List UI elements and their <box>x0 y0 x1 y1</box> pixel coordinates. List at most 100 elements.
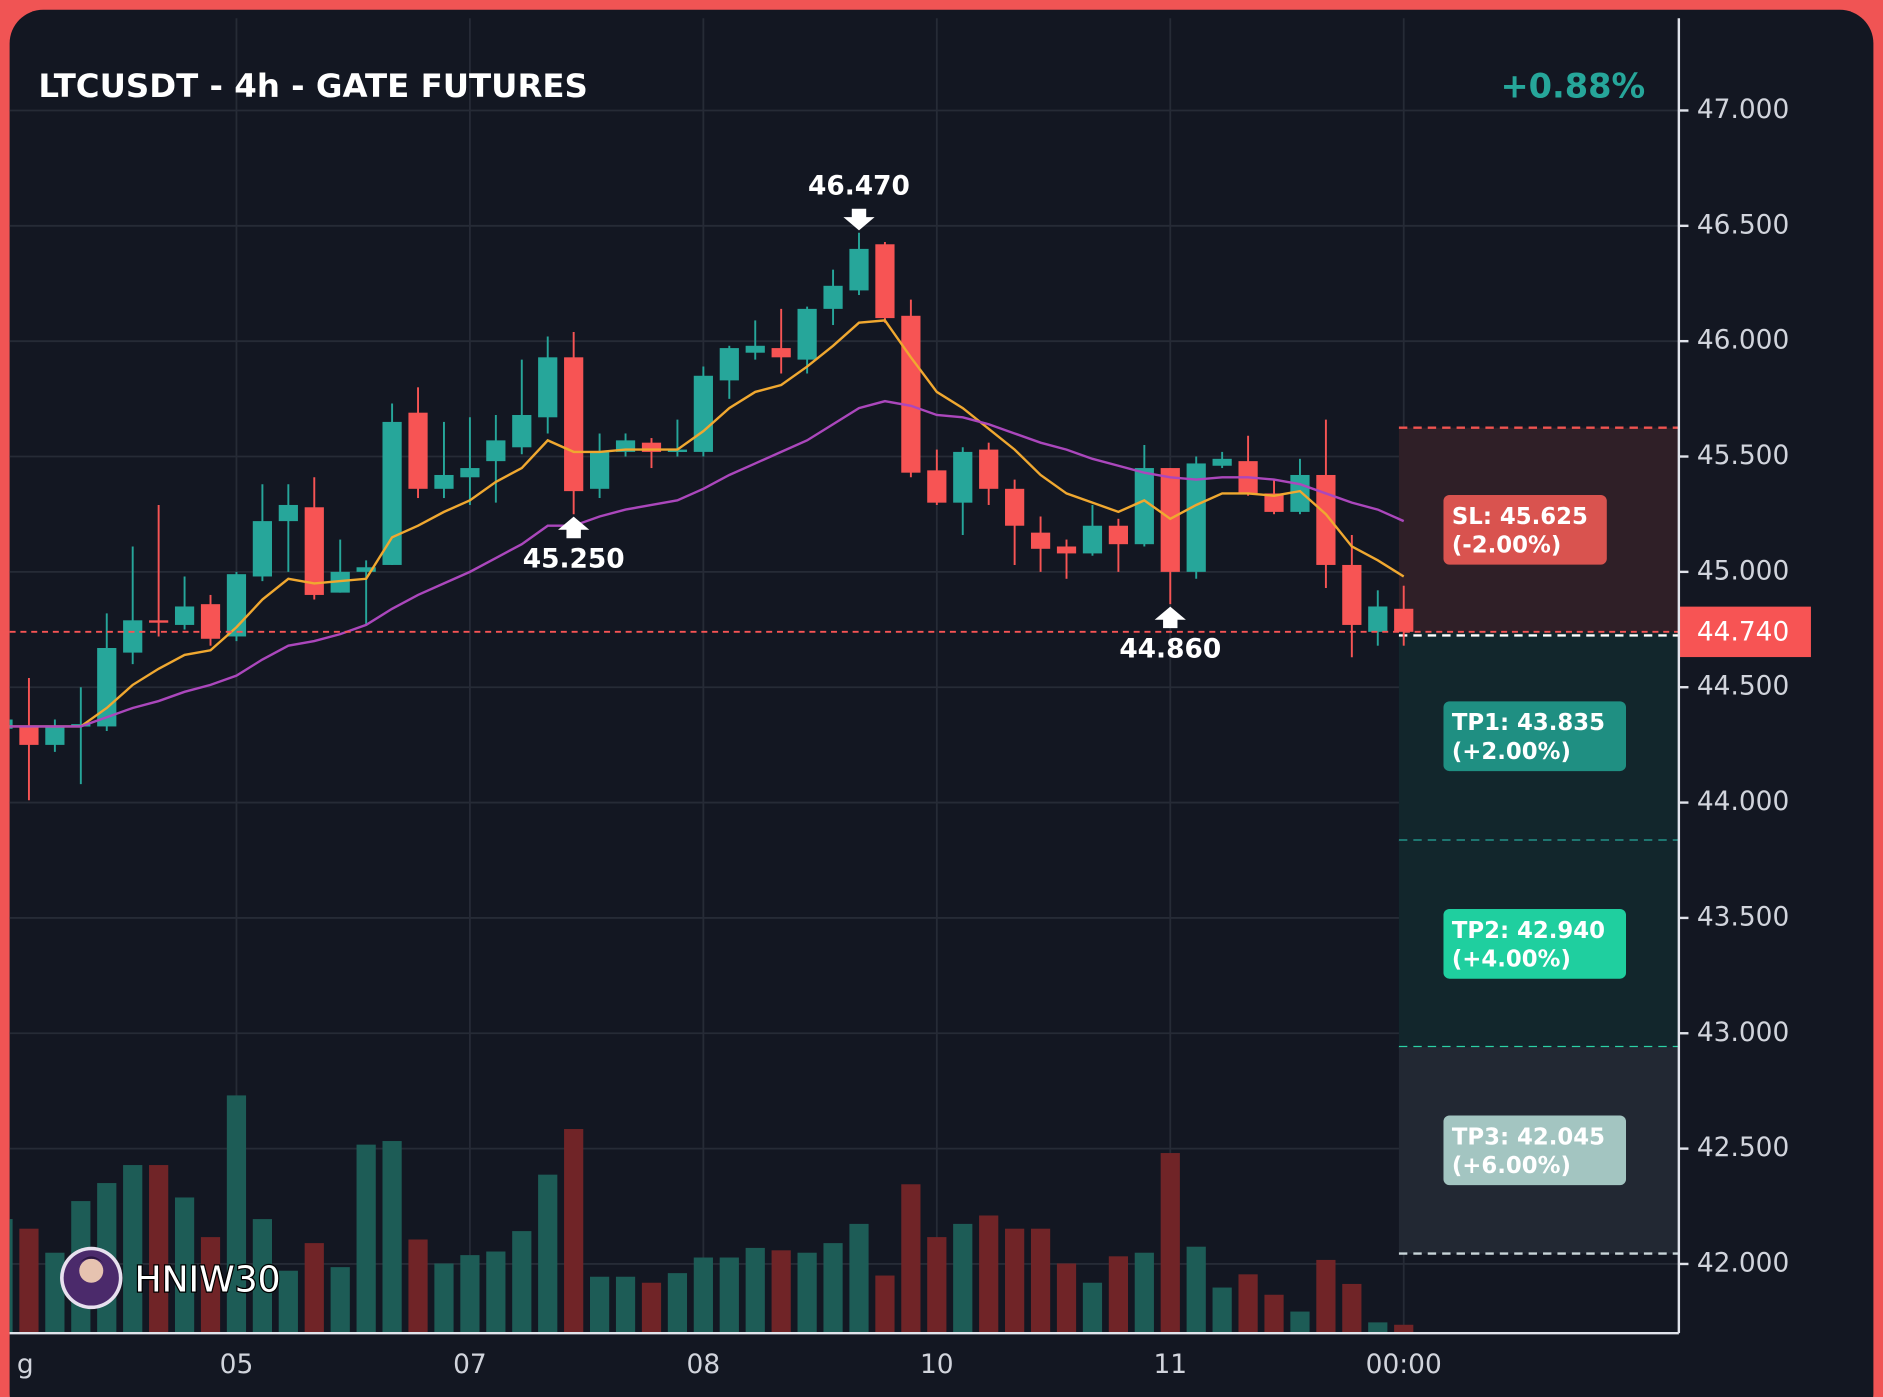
candle-body <box>1394 608 1414 632</box>
volume-bar <box>1290 1311 1310 1334</box>
candle-body <box>875 244 895 319</box>
level-label-box <box>1443 1115 1627 1186</box>
volume-bar <box>953 1223 973 1334</box>
level-label-box <box>1443 909 1627 979</box>
annotation-label: 46.470 <box>808 171 910 202</box>
level-note: (-2.00%) <box>1452 533 1561 559</box>
candle-body <box>927 470 947 503</box>
candle-body <box>45 726 65 745</box>
volume-bar <box>1316 1259 1336 1334</box>
candle-body <box>1316 474 1336 565</box>
volume-bar <box>356 1144 376 1334</box>
volume-bar <box>1368 1322 1388 1334</box>
candle-body <box>1030 532 1051 549</box>
y-tick-label: 46.000 <box>1697 325 1789 356</box>
candle-body <box>538 357 558 418</box>
volume-bar <box>1134 1252 1154 1334</box>
volume-bar <box>382 1141 402 1334</box>
moving-average-line <box>9 319 1405 728</box>
candle-body <box>174 606 195 625</box>
candle-body <box>460 468 480 478</box>
low-arrow <box>1154 606 1186 629</box>
candle-body <box>1186 463 1206 572</box>
candle-body <box>849 248 869 291</box>
candle-body <box>19 726 39 745</box>
volume-bar <box>979 1215 999 1334</box>
y-tick-label: 43.500 <box>1697 901 1789 932</box>
candle-body <box>200 604 221 639</box>
volume-bar <box>512 1231 532 1334</box>
level-label: SL: 45.625 <box>1452 504 1588 530</box>
candle-body <box>512 414 532 448</box>
x-tick-label: 00:00 <box>1366 1349 1442 1380</box>
volume-bar <box>589 1276 610 1334</box>
volume-bar <box>408 1239 428 1334</box>
volume-bar <box>1030 1228 1051 1334</box>
x-tick-label: 07 <box>453 1349 487 1380</box>
candle-body <box>745 345 765 353</box>
volume-bar <box>486 1251 506 1334</box>
candle-body <box>693 375 713 452</box>
candle-body <box>797 308 817 360</box>
volume-bar <box>252 1219 273 1334</box>
avatar-face <box>79 1258 104 1283</box>
candle-body <box>979 449 999 489</box>
candle-body <box>304 507 324 595</box>
volume-bar <box>460 1255 480 1334</box>
volume-bar <box>1394 1324 1414 1334</box>
level-label-box <box>1443 701 1627 772</box>
volume-bar <box>1082 1282 1103 1334</box>
volume-bar <box>693 1257 713 1334</box>
volume-bar <box>278 1270 298 1334</box>
y-tick-label: 42.500 <box>1697 1132 1789 1163</box>
level-note: (+2.00%) <box>1452 739 1571 765</box>
volume-bar <box>771 1250 791 1334</box>
candle-body <box>1134 468 1154 545</box>
candle-body <box>252 521 273 577</box>
x-tick-label: 08 <box>687 1349 721 1380</box>
candle-body <box>641 442 662 452</box>
last-price-label: 44.740 <box>1697 617 1789 648</box>
price-change: +0.88% <box>1500 66 1645 105</box>
candle-body <box>719 348 739 381</box>
volume-bar <box>1056 1263 1077 1334</box>
price-pane <box>9 232 1679 801</box>
avatar-hair <box>76 1256 106 1266</box>
candle-body <box>434 474 454 489</box>
candle-body <box>382 421 402 565</box>
y-tick-label: 44.500 <box>1697 671 1789 702</box>
candle-body <box>9 719 13 729</box>
overlay: 42.000 42.500 43.000 43.500 44.000 44.500 45.0… <box>17 94 1811 1380</box>
y-tick-label: 46.500 <box>1697 209 1789 240</box>
volume-bar <box>927 1237 947 1334</box>
x-tick-label: 11 <box>1153 1349 1187 1380</box>
candle-body <box>278 504 298 522</box>
candle-body <box>1264 493 1284 512</box>
volume-bar <box>123 1165 143 1334</box>
candle-body <box>615 440 636 452</box>
candle-body <box>901 315 921 473</box>
volume-bar <box>200 1237 221 1334</box>
y-tick-label: 45.500 <box>1697 440 1789 471</box>
y-tick-label: 43.000 <box>1697 1017 1789 1048</box>
candle-body <box>1056 546 1077 554</box>
y-tick-label: 44.000 <box>1697 786 1789 817</box>
volume-bar <box>667 1273 688 1334</box>
candle-body <box>953 451 973 503</box>
volume-bar <box>564 1129 584 1334</box>
watermark-text: HNIW30 <box>135 1260 281 1301</box>
last-price-tag <box>1678 606 1811 658</box>
volume-bar <box>875 1275 895 1334</box>
volume-bar <box>1238 1274 1258 1334</box>
level-label: TP3: 42.045 <box>1452 1124 1605 1150</box>
candle-body <box>589 451 610 489</box>
volume-bar <box>901 1184 921 1334</box>
candle-body <box>1368 606 1388 632</box>
candle-body <box>408 412 428 489</box>
volume-bar <box>149 1165 169 1334</box>
low-arrow <box>558 516 590 539</box>
candle-body <box>1108 525 1128 545</box>
volume-bar <box>1342 1283 1362 1334</box>
volume-bar <box>849 1223 869 1334</box>
